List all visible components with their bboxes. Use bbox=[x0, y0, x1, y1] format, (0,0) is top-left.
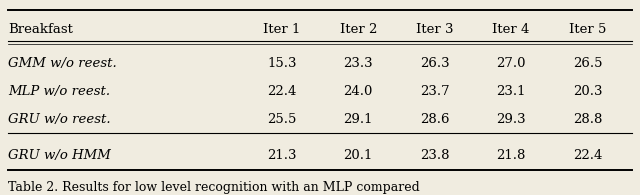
Text: 23.3: 23.3 bbox=[344, 57, 373, 70]
Text: 21.3: 21.3 bbox=[267, 149, 296, 162]
Text: 23.8: 23.8 bbox=[420, 149, 449, 162]
Text: 22.4: 22.4 bbox=[267, 85, 296, 98]
Text: 29.1: 29.1 bbox=[344, 113, 373, 126]
Text: 28.6: 28.6 bbox=[420, 113, 449, 126]
Text: 26.3: 26.3 bbox=[420, 57, 449, 70]
Text: Iter 5: Iter 5 bbox=[569, 23, 606, 36]
Text: GRU w/o reest.: GRU w/o reest. bbox=[8, 113, 110, 126]
Text: 20.1: 20.1 bbox=[344, 149, 373, 162]
Text: Iter 1: Iter 1 bbox=[263, 23, 300, 36]
Text: 23.1: 23.1 bbox=[497, 85, 526, 98]
Text: Iter 3: Iter 3 bbox=[416, 23, 454, 36]
Text: 27.0: 27.0 bbox=[497, 57, 526, 70]
Text: 15.3: 15.3 bbox=[267, 57, 296, 70]
Text: 24.0: 24.0 bbox=[344, 85, 373, 98]
Text: MLP w/o reest.: MLP w/o reest. bbox=[8, 85, 110, 98]
Text: 23.7: 23.7 bbox=[420, 85, 449, 98]
Text: GMM w/o reest.: GMM w/o reest. bbox=[8, 57, 116, 70]
Text: 21.8: 21.8 bbox=[497, 149, 526, 162]
Text: 29.3: 29.3 bbox=[497, 113, 526, 126]
Text: Breakfast: Breakfast bbox=[8, 23, 72, 36]
Text: 22.4: 22.4 bbox=[573, 149, 602, 162]
Text: 25.5: 25.5 bbox=[267, 113, 296, 126]
Text: Iter 2: Iter 2 bbox=[340, 23, 377, 36]
Text: 28.8: 28.8 bbox=[573, 113, 602, 126]
Text: Iter 4: Iter 4 bbox=[492, 23, 530, 36]
Text: 26.5: 26.5 bbox=[573, 57, 602, 70]
Text: 20.3: 20.3 bbox=[573, 85, 602, 98]
Text: Table 2. Results for low level recognition with an MLP compared: Table 2. Results for low level recogniti… bbox=[8, 181, 419, 194]
Text: GRU w/o HMM: GRU w/o HMM bbox=[8, 149, 111, 162]
